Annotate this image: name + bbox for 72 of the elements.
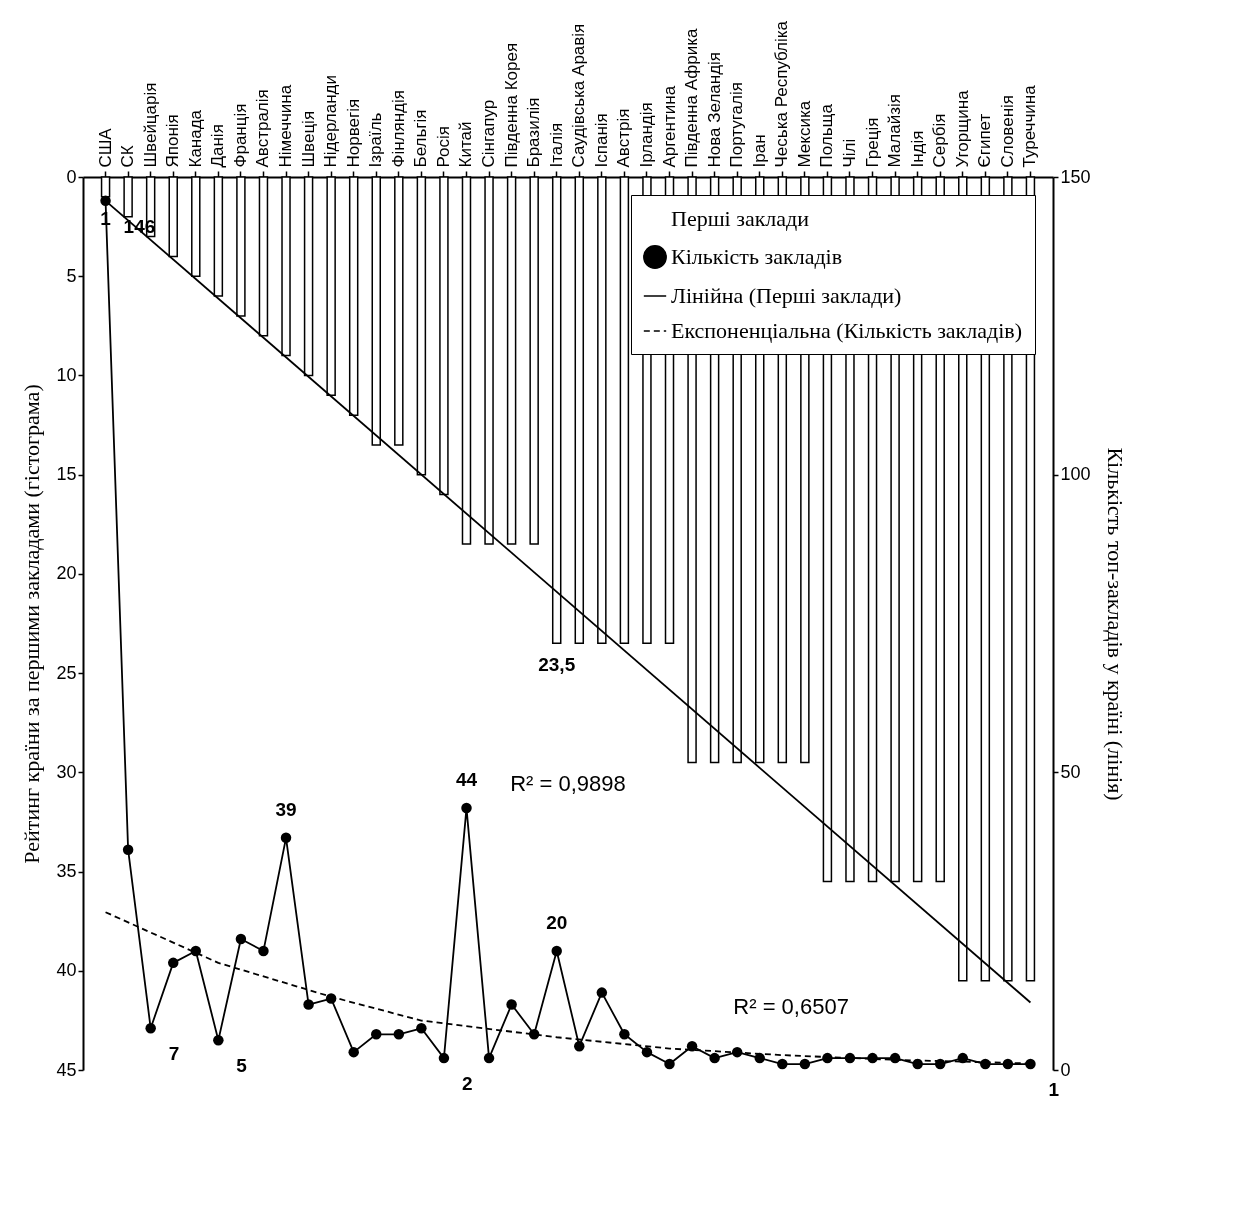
x-tick-label: Індія xyxy=(907,130,927,168)
x-tick-label: Польща xyxy=(817,103,837,168)
annotation: R² = 0,9898 xyxy=(510,771,626,797)
x-tick-label: Японія xyxy=(163,114,183,168)
y-tick-label: 35 xyxy=(56,861,77,882)
x-tick-label: Італія xyxy=(546,122,566,168)
legend-label: Кількість закладів xyxy=(671,244,843,269)
y-tick-label: 40 xyxy=(56,960,77,981)
x-tick-label: Малайзія xyxy=(885,94,905,168)
x-tick-label: Норвегія xyxy=(343,98,363,168)
x-tick-label: Австрія xyxy=(614,108,634,168)
x-tick-label: Швейцарія xyxy=(140,82,160,168)
x-tick-label: Південна Африка xyxy=(682,28,702,168)
x-tick-label: Німеччина xyxy=(276,84,296,168)
x-tick-label: Ірландія xyxy=(636,102,656,168)
y2-tick-label: 50 xyxy=(1060,761,1081,782)
y2-tick-label: 100 xyxy=(1060,464,1091,485)
x-tick-label: Аргентина xyxy=(659,85,679,168)
y2-axis-title: Кількість топ-закладів у країні (лінія) xyxy=(1102,447,1128,801)
y-tick-label: 45 xyxy=(56,1059,77,1080)
y-tick-label: 5 xyxy=(66,265,77,286)
x-tick-label: Бразилія xyxy=(524,97,544,168)
annotation: R² = 0,6507 xyxy=(733,994,849,1020)
x-tick-label: Мексика xyxy=(794,100,814,168)
x-tick-label: Франція xyxy=(230,103,250,168)
x-tick-label: США xyxy=(95,127,115,168)
x-tick-label: Бельгія xyxy=(411,109,431,168)
x-tick-label: Португалія xyxy=(727,82,747,168)
y-axis-title: Рейтинг країни за першими закладами (гістограма) xyxy=(19,384,45,864)
data-label: 23,5 xyxy=(538,654,576,676)
y-tick-label: 10 xyxy=(56,364,77,385)
x-tick-label: Росія xyxy=(433,125,453,168)
legend-label: Лінійна (Перші заклади) xyxy=(671,283,902,308)
y-tick-label: 0 xyxy=(66,166,77,187)
x-tick-label: Греція xyxy=(862,117,882,168)
data-label: 20 xyxy=(546,911,568,933)
x-tick-label: Сербія xyxy=(930,113,950,168)
data-label: 44 xyxy=(455,769,478,791)
data-label: 5 xyxy=(236,1055,248,1077)
data-label: 1 xyxy=(1048,1079,1060,1101)
x-tick-label: Саудівська Аравія xyxy=(569,23,589,168)
y-tick-label: 25 xyxy=(56,662,77,683)
legend-label: Експоненціальна (Кількість закладів) xyxy=(671,318,1023,343)
x-tick-label: Китай xyxy=(456,121,476,168)
data-label: 39 xyxy=(275,798,297,820)
x-tick-label: Словенія xyxy=(997,94,1017,168)
x-tick-label: Туреччина xyxy=(1020,84,1040,168)
y2-tick-label: 0 xyxy=(1060,1059,1071,1080)
x-tick-label: Єгипет xyxy=(975,113,995,168)
series-label: Перші заклади xyxy=(671,206,810,231)
x-tick-label: Ізраїль xyxy=(366,112,386,168)
x-tick-label: СК xyxy=(118,145,138,168)
x-tick-label: Південна Корея xyxy=(501,42,521,168)
x-tick-label: Фінляндія xyxy=(388,89,408,168)
x-tick-label: Чеська Республіка xyxy=(772,20,792,168)
x-tick-label: Нідерланди xyxy=(321,75,341,168)
x-tick-label: Чілі xyxy=(839,138,859,168)
x-tick-label: Австралія xyxy=(253,89,273,168)
y2-tick-label: 150 xyxy=(1060,166,1091,187)
x-tick-label: Іран xyxy=(749,134,769,168)
y-tick-label: 15 xyxy=(56,464,77,485)
y-tick-label: 30 xyxy=(56,761,77,782)
x-tick-label: Данія xyxy=(208,124,228,168)
data-label: 2 xyxy=(461,1073,473,1095)
x-tick-label: Канада xyxy=(185,109,205,168)
x-tick-label: Іспанія xyxy=(591,113,611,168)
x-tick-label: Швеція xyxy=(298,110,318,168)
data-label: 7 xyxy=(168,1043,180,1065)
x-tick-label: Сінгапур xyxy=(479,99,499,168)
x-tick-label: Нова Зеландія xyxy=(704,51,724,168)
x-tick-label: Угорщина xyxy=(952,89,972,168)
y-tick-label: 20 xyxy=(56,563,77,584)
